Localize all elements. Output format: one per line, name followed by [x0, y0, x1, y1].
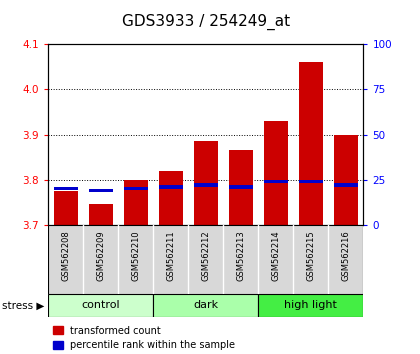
- Text: GSM562211: GSM562211: [166, 230, 175, 281]
- Text: stress ▶: stress ▶: [2, 300, 45, 310]
- Bar: [299, 179, 323, 183]
- Bar: [123, 187, 148, 190]
- Bar: [159, 185, 183, 189]
- Bar: [228, 150, 253, 225]
- Text: GSM562209: GSM562209: [96, 230, 105, 281]
- Legend: transformed count, percentile rank within the sample: transformed count, percentile rank withi…: [49, 322, 239, 354]
- Text: GSM562208: GSM562208: [61, 230, 70, 281]
- Bar: [333, 183, 358, 187]
- Bar: [159, 171, 183, 225]
- Text: GSM562213: GSM562213: [236, 230, 245, 281]
- Bar: [54, 187, 78, 190]
- Bar: [258, 294, 363, 317]
- Bar: [264, 121, 288, 225]
- Bar: [153, 294, 258, 317]
- Text: control: control: [81, 300, 120, 310]
- Bar: [89, 205, 113, 225]
- Bar: [89, 189, 113, 192]
- Bar: [228, 185, 253, 189]
- Bar: [299, 62, 323, 225]
- Text: GSM562214: GSM562214: [271, 230, 280, 281]
- Text: GSM562216: GSM562216: [341, 230, 350, 281]
- Text: GSM562212: GSM562212: [201, 230, 210, 281]
- Bar: [264, 179, 288, 183]
- Bar: [194, 141, 218, 225]
- Bar: [48, 294, 153, 317]
- Bar: [54, 191, 78, 225]
- Text: GDS3933 / 254249_at: GDS3933 / 254249_at: [122, 14, 290, 30]
- Bar: [333, 135, 358, 225]
- Bar: [194, 183, 218, 187]
- Text: GSM562210: GSM562210: [131, 230, 140, 281]
- Text: GSM562215: GSM562215: [306, 230, 315, 281]
- Bar: [123, 180, 148, 225]
- Text: high light: high light: [284, 300, 337, 310]
- Text: dark: dark: [193, 300, 218, 310]
